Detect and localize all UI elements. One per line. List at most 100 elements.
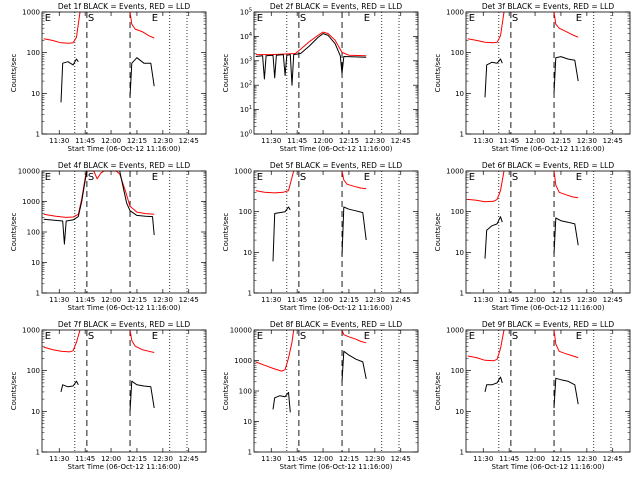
panel-6-marker-e-2: E [576,172,582,183]
panel-4-title: Det 4f BLACK = Events, RED = LLD [58,161,191,170]
panel-9-x-tick-label-4: 12:30 [577,455,597,463]
panel-5-x-tick-label-5: 12:45 [391,296,411,304]
panel-8-y-tick-label-1: 10 [243,418,252,426]
panel-4-y-tick-label-4: 10000 [18,168,40,176]
panel-2-y-tick-label-0: 100 [240,130,252,139]
panel-1-y-axis-label: Counts/sec [10,54,18,93]
panel-7-y-tick-label-1: 10 [31,408,40,416]
panel-6-x-tick-label-5: 12:45 [603,296,623,304]
panel-1-x-tick-label-2: 12:00 [101,137,121,145]
panel-7-y-tick-label-2: 100 [27,367,40,375]
panel-1-series-0-segment-1 [129,11,155,39]
panel-1-title: Det 1f BLACK = Events, RED = LLD [58,2,191,11]
panel-5-x-tick-label-4: 12:30 [365,296,385,304]
panel-5-series-0-segment-0 [255,170,295,194]
panel-7-x-tick-label-0: 11:30 [49,455,69,463]
panel-8-y-tick-label-3: 1000 [234,357,252,365]
panel-2-y-axis-label: Counts/sec [222,54,230,93]
panel-5-y-tick-label-2: 100 [239,208,252,216]
panel-2-x-tick-label-1: 11:45 [287,137,307,145]
panel-8-y-tick-label-2: 100 [239,388,252,396]
panel-8-y-tick-label-4: 10000 [230,327,252,335]
panel-5-x-tick-label-0: 11:30 [261,296,281,304]
panel-3-x-tick-label-2: 12:00 [525,137,545,145]
panel-3-x-tick-label-3: 12:15 [551,137,571,145]
panel-6-series-0-segment-1 [553,170,579,199]
panel-2-y-tick-label-5: 105 [240,8,252,17]
panel-6-marker-e-0: E [469,172,475,183]
panel-1-y-tick-label-1: 10 [31,90,40,98]
panel-1: Det 1f BLACK = Events, RED = LLD E S E 11:30… [10,2,207,153]
panel-8-frame [253,329,419,453]
panel-6-x-tick-label-3: 12:15 [551,296,571,304]
panel-5-x-axis-label: Start Time (06-Oct-12 11:16:00) [280,304,393,312]
panel-7-x-tick-label-2: 12:00 [101,455,121,463]
panel-2: Det 2f BLACK = Events, RED = LLD E S E 11:30… [222,2,419,153]
panel-4-x-tick-label-5: 12:45 [179,296,199,304]
panel-9-y-tick-label-0: 1 [460,449,464,457]
panel-1-x-tick-label-4: 12:30 [153,137,173,145]
panel-8-x-tick-label-3: 12:15 [339,455,359,463]
panel-8-x-tick-label-4: 12:30 [365,455,385,463]
panel-5-x-tick-label-1: 11:45 [287,296,307,304]
panel-8-marker-e-2: E [364,331,370,342]
panel-7-marker-s-1: S [88,331,94,342]
panel-8-x-tick-label-1: 11:45 [287,455,307,463]
panel-6-series-1-segment-0 [484,216,503,259]
panel-6-x-axis-label: Start Time (06-Oct-12 11:16:00) [492,304,605,312]
panel-9-series-0-segment-0 [467,329,505,362]
panel-4-x-tick-label-2: 12:00 [101,296,121,304]
panel-6-series-1-segment-1 [553,217,579,255]
panel-9-marker-e-2: E [576,331,582,342]
panel-3-y-tick-label-1: 10 [455,90,464,98]
panel-3-series-0-segment-1 [553,11,579,38]
panel-7-series-0-segment-1 [129,329,155,353]
panel-7-x-tick-label-3: 12:15 [127,455,147,463]
panel-7-y-tick-label-3: 1000 [22,327,40,335]
panel-5-y-axis-label: Counts/sec [222,213,230,252]
panel-6: Det 6f BLACK = Events, RED = LLD E S E 11:30… [434,161,631,312]
panel-5-y-tick-label-0: 1 [248,290,252,298]
panel-2-y-tick-label-4: 104 [240,32,252,41]
panel-2-title: Det 2f BLACK = Events, RED = LLD [270,2,403,11]
panel-3-series-0-segment-0 [467,11,505,44]
panel-8-marker-s-1: S [300,331,306,342]
panel-8: Det 8f BLACK = Events, RED = LLD E S E 11:30… [222,320,419,471]
panel-8-series-0-segment-1 [341,329,367,344]
panel-4-marker-e-2: E [152,172,158,183]
panel-3-marker-e-0: E [469,13,475,24]
panel-7-series-0-segment-0 [43,329,81,353]
panel-2-marker-e-0: E [257,13,263,24]
panel-4-x-tick-label-4: 12:30 [153,296,173,304]
panel-1-x-tick-label-1: 11:45 [75,137,95,145]
panel-4-series-0-segment-0 [43,170,155,218]
panel-6-title: Det 6f BLACK = Events, RED = LLD [482,161,615,170]
panel-5-marker-e-0: E [257,172,263,183]
panel-1-y-tick-label-2: 100 [27,49,40,57]
panel-5: Det 5f BLACK = Events, RED = LLD E S E 11:30… [222,161,419,312]
panel-3-x-tick-label-4: 12:30 [577,137,597,145]
panel-9-title: Det 9f BLACK = Events, RED = LLD [482,320,615,329]
panel-6-y-axis-label: Counts/sec [434,213,442,252]
panel-6-x-tick-label-4: 12:30 [577,296,597,304]
panel-8-x-tick-label-0: 11:30 [261,455,281,463]
panel-1-y-tick-label-3: 1000 [22,9,40,17]
panel-7-marker-e-2: E [152,331,158,342]
panel-6-x-tick-label-2: 12:00 [525,296,545,304]
panel-1-x-tick-label-5: 12:45 [179,137,199,145]
panel-8-series-1-segment-1 [341,350,367,382]
panel-6-y-tick-label-3: 1000 [446,168,464,176]
panel-7-x-axis-label: Start Time (06-Oct-12 11:16:00) [68,463,181,471]
panel-2-x-tick-label-2: 12:00 [313,137,333,145]
panel-9-series-1-segment-0 [484,376,503,393]
panel-2-marker-s-1: S [300,13,306,24]
panel-7-x-tick-label-5: 12:45 [179,455,199,463]
panel-3-x-tick-label-0: 11:30 [473,137,493,145]
panel-7-frame [41,329,207,453]
panel-9-marker-s-1: S [512,331,518,342]
panel-2-marker-e-2: E [364,13,370,24]
panel-9-x-tick-label-2: 12:00 [525,455,545,463]
panel-1-marker-e-2: E [152,13,158,24]
